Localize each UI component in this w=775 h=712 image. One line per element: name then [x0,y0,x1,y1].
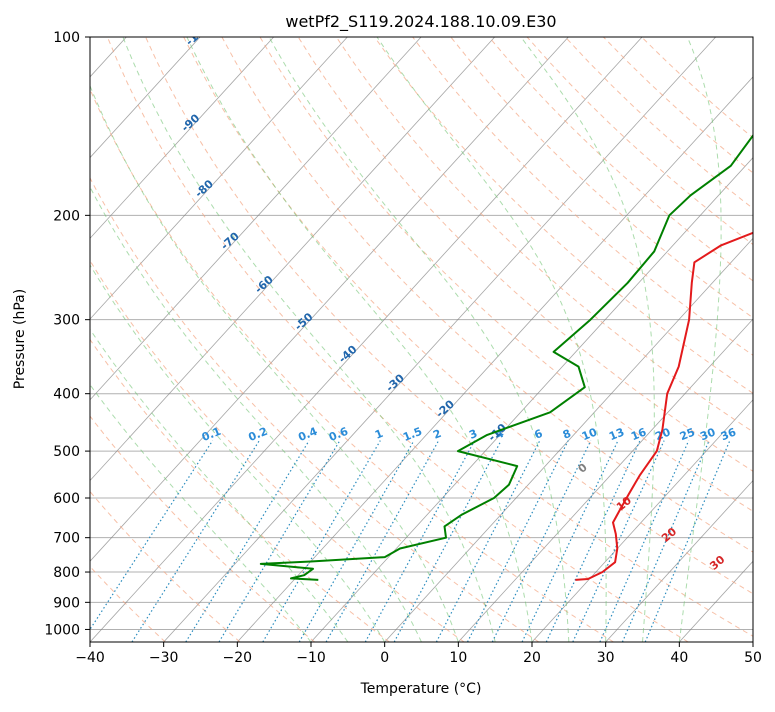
isotherm-line [311,37,775,642]
dry-adiabat-line [0,37,315,642]
mixing-ratio-line [468,441,569,642]
x-tick-label: 0 [380,650,389,666]
moist-adiabat-line [187,37,532,642]
y-tick-label: 1000 [44,622,80,638]
dry-adiabat-label: -80 [192,177,216,200]
mixing-ratio-line [82,441,213,642]
dry-adiabat-label: -30 [383,371,407,394]
isotherm-line [679,37,775,642]
dry-adiabat-line [336,37,775,642]
dry-adiabat-label: -40 [336,343,360,366]
moist-adiabat-line [37,62,421,643]
dry-adiabat-line [146,37,763,642]
dry-adiabat-line [375,37,775,642]
dry-adiabat-line [184,37,775,642]
dry-adiabat-line [565,37,775,642]
dry-adiabat-label: -70 [218,229,242,252]
x-tick-label: 30 [597,650,615,666]
y-axis-label: Pressure (hPa) [12,289,28,389]
dry-adiabat-line [489,37,775,642]
x-tick-label: 20 [523,650,541,666]
mixing-ratio-label: 16 [629,425,648,443]
y-tick-label: 900 [53,595,80,611]
mixing-ratio-label: 0.4 [296,425,319,444]
y-tick-label: 400 [53,387,80,403]
mixing-ratio-label: 25 [678,425,697,443]
dry-adiabat-line [260,37,775,642]
y-tick-label: 100 [53,30,80,46]
y-tick-label: 300 [53,313,80,329]
mixing-ratio-label: 0.2 [247,425,270,444]
mixing-ratio-label: 36 [719,425,738,443]
x-axis-label: Temperature (°C) [360,681,482,697]
isotherm-line [90,37,642,642]
mixing-ratio-line [492,441,591,642]
moist-adiabat-line [0,141,311,642]
mixing-ratio-label: 13 [607,425,626,443]
x-tick-label: −10 [296,650,326,666]
isotherm-line [606,37,775,642]
isotherm-line [0,37,421,642]
dry-adiabat-line [642,37,775,642]
mixing-ratio-line [436,441,539,642]
mixing-ratio-label: 0.1 [200,425,223,444]
mixing-ratio-line [299,441,414,642]
mixing-ratio-line [645,441,730,642]
isotherm-line [237,37,775,642]
dry-adiabat-line [69,37,613,642]
dry-adiabat-label: -100 [183,20,212,48]
moist-adiabat-line [269,37,569,642]
y-tick-label: 500 [53,444,80,460]
y-tick-label: 800 [53,565,80,581]
dry-adiabat-label: -10 [486,421,510,444]
moist-adiabat-label: 0 [576,461,590,476]
isotherm-line [385,37,775,642]
dry-adiabat-line [603,37,775,642]
x-tick-label: 40 [670,650,688,666]
mixing-ratio-label: 2 [431,427,443,442]
mixing-ratio-line [326,441,439,642]
moist-adiabat-label: 40 [758,578,775,598]
dry-adiabat-label: -60 [252,273,276,296]
moist-adiabat-label: 30 [707,553,727,573]
isotherm-line [0,37,495,642]
x-tick-label: 50 [744,650,762,666]
dry-adiabat-line [451,37,775,642]
isotherm-line [0,37,200,642]
x-tick-label: −20 [223,650,253,666]
chart-title: wetPf2_S119.2024.188.10.09.E30 [285,12,556,32]
x-tick-label: −40 [75,650,105,666]
mixing-ratio-label: 6 [532,427,544,442]
moist-adiabat-label: 20 [659,525,679,545]
mixing-ratio-line [263,441,381,642]
y-tick-label: 200 [53,208,80,224]
isotherm-line [753,37,775,642]
mixing-ratio-line [186,441,309,642]
y-tick-label: 700 [53,531,80,547]
dry-adiabat-label: -20 [433,397,457,420]
isotherm-line [0,37,274,642]
mixing-ratio-line [600,441,689,642]
mixing-ratio-label: 10 [580,425,599,443]
mixing-ratio-line [132,441,259,642]
isotherm-line [16,37,568,642]
mixing-ratio-label: 1 [373,427,385,442]
dry-adiabat-line [527,37,775,642]
dry-adiabat-line [0,37,240,642]
mixing-ratio-label: 8 [561,427,573,442]
dry-adiabat-line [222,37,775,642]
mixing-ratio-label: 30 [698,425,717,443]
x-tick-label: −30 [149,650,179,666]
x-tick-label: 10 [449,650,467,666]
dry-adiabat-label: -90 [179,111,203,134]
dry-adiabat-label: -50 [292,310,316,333]
mixing-ratio-line [546,441,640,642]
mixing-ratio-line [522,441,618,642]
isotherm-line [0,37,347,642]
y-tick-label: 600 [53,491,80,507]
